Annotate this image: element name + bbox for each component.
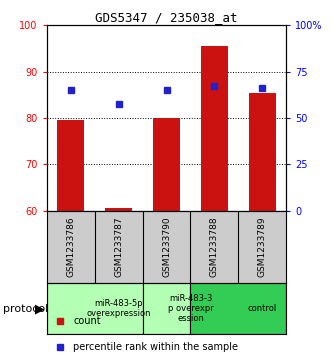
Text: miR-483-5p
overexpression: miR-483-5p overexpression [86,299,151,318]
Text: GSM1233787: GSM1233787 [114,216,123,277]
Bar [190,283,286,334]
Text: GSM1233790: GSM1233790 [162,216,171,277]
Bar [143,283,190,334]
Text: percentile rank within the sample: percentile rank within the sample [73,342,238,352]
Bar [153,118,180,211]
Text: ▶: ▶ [35,302,45,315]
Bar [57,120,84,211]
Text: count: count [73,316,101,326]
Text: miR-483-3
p overexpr
ession: miR-483-3 p overexpr ession [167,294,213,323]
Bar [105,208,132,211]
Title: GDS5347 / 235038_at: GDS5347 / 235038_at [95,11,238,24]
Text: GSM1233786: GSM1233786 [66,216,75,277]
Text: GSM1233788: GSM1233788 [210,216,219,277]
Bar [249,93,276,211]
Bar [201,46,228,211]
Text: protocol: protocol [3,303,49,314]
Text: GSM1233789: GSM1233789 [258,216,267,277]
Bar [47,283,143,334]
Text: control: control [248,304,277,313]
